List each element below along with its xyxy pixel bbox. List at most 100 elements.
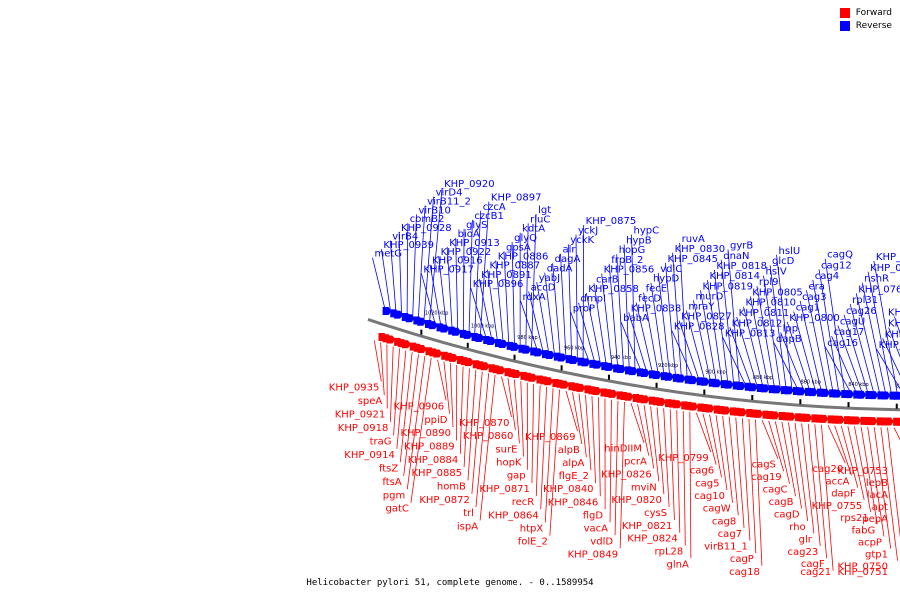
reverse-gene-glyph — [712, 379, 722, 388]
reverse-gene-label: fecD — [638, 294, 661, 305]
reverse-gene-glyph — [405, 314, 415, 323]
scale-tick — [560, 365, 563, 371]
reverse-gene-label: KHP_0805 — [752, 287, 803, 298]
reverse-gene-label-leader — [722, 337, 746, 385]
reverse-gene-glyph — [772, 385, 782, 394]
legend-forward: Forward — [839, 8, 892, 18]
reverse-gene-label-leader — [888, 327, 900, 358]
scale-tick — [466, 342, 469, 348]
forward-gene-label: pepA — [862, 514, 888, 525]
forward-gene-label-leader — [403, 354, 419, 476]
reverse-gene-label-leader — [685, 310, 705, 380]
reverse-gene-glyph — [676, 374, 686, 383]
reverse-gene-label-leader — [511, 242, 515, 345]
reverse-gene-glyph — [833, 389, 843, 398]
forward-gene-label-leader — [781, 421, 796, 497]
forward-gene-glyph — [464, 358, 474, 367]
reverse-gene-glyph — [382, 306, 392, 315]
forward-gene-label: surE — [495, 444, 517, 455]
scale-tick — [703, 389, 706, 395]
forward-gene-label-leader — [410, 357, 432, 503]
reverse-gene-label: gyrB — [730, 241, 753, 252]
reverse-gene-glyph — [440, 324, 450, 333]
reverse-gene-label: KHP_0812 — [732, 318, 783, 329]
forward-gene-label-leader — [650, 406, 660, 482]
forward-gene-label: apt — [872, 502, 888, 513]
reverse-gene-glyph — [487, 337, 497, 346]
forward-gene-label: ispA — [457, 521, 478, 532]
forward-gene-label: virB11_1 — [704, 542, 748, 553]
reverse-gene-label: cag26 — [846, 306, 877, 317]
forward-gene-label-leader — [578, 393, 587, 458]
forward-gene-glyph — [512, 370, 522, 379]
reverse-gene-label: KHP_0922 — [441, 247, 492, 258]
forward-gene-glyph — [592, 386, 602, 395]
reverse-gene-label-leader — [389, 240, 397, 312]
scale-tick — [895, 403, 898, 409]
scale-tick-label: 840 kbp — [848, 382, 868, 388]
forward-gene-label: ppiD — [424, 415, 447, 426]
scale-tick-label: 820 kbp — [896, 384, 900, 390]
reverse-gene-label-leader — [650, 282, 665, 374]
reverse-gene-label-leader — [849, 304, 875, 394]
reverse-gene-label: czcA — [483, 202, 506, 213]
reverse-gene-label: KHP_0916 — [432, 256, 483, 267]
forward-gene-label-leader — [520, 381, 524, 457]
reverse-gene-label-leader — [769, 265, 787, 389]
reverse-gene-glyph — [534, 348, 544, 357]
forward-gene-label-leader — [880, 427, 898, 561]
forward-gene-glyph — [528, 373, 538, 382]
forward-gene-label-leader — [761, 420, 779, 459]
reverse-gene-glyph — [857, 390, 867, 399]
forward-gene-label-leader — [540, 386, 548, 510]
reverse-gene-label-leader — [601, 273, 613, 366]
reverse-gene-glyph — [475, 334, 485, 343]
reverse-gene-label-leader — [567, 244, 573, 358]
reverse-gene-label-leader — [616, 254, 624, 368]
reverse-gene-glyph — [498, 339, 508, 348]
scale-tick — [751, 395, 754, 401]
forward-gene-label: KHP_0890 — [400, 428, 451, 439]
reverse-gene-label: proP — [573, 303, 595, 314]
reverse-gene-label-leader — [793, 311, 816, 391]
legend-forward-label: Forward — [855, 8, 892, 18]
reverse-gene-label-leader — [474, 210, 482, 335]
forward-gene-label-leader — [887, 427, 900, 538]
forward-gene-label: KHP_0840 — [543, 484, 594, 495]
reverse-gene-label-leader — [643, 292, 659, 374]
reverse-gene-glyph — [688, 376, 698, 385]
forward-gene-label-leader — [565, 390, 578, 432]
reverse-gene-label: hypB — [626, 235, 652, 246]
reverse-gene-label-leader — [837, 325, 863, 393]
reverse-gene-label-leader — [520, 300, 538, 351]
forward-gene-label: glnA — [667, 559, 689, 570]
reverse-gene-label-leader — [528, 291, 544, 352]
reverse-gene-label: glyS — [466, 220, 487, 231]
forward-gene-label-leader — [471, 371, 483, 494]
forward-gene-label-leader — [801, 423, 815, 534]
reverse-gene-label: accD — [531, 282, 556, 293]
scale-tick-label: 940 kbp — [611, 355, 631, 361]
reverse-gene-label-leader — [446, 246, 453, 329]
reverse-gene-label-leader — [727, 249, 740, 384]
reverse-gene-label-leader — [799, 300, 822, 391]
caption: Helicobacter pylori 51, complete genome.… — [306, 578, 594, 588]
forward-gene-label: KHP_0918 — [338, 423, 389, 434]
reverse-gene-label-leader — [773, 342, 799, 390]
forward-gene-label: cagB — [769, 497, 794, 508]
forward-gene-label-leader — [741, 418, 751, 541]
reverse-gene-label: KHP_0764 — [876, 252, 900, 263]
reverse-gene-glyph — [428, 321, 438, 330]
reverse-gene-label: KHP_0814 — [709, 271, 760, 282]
forward-gene-label: KHP_0751 — [837, 567, 888, 578]
reverse-gene-glyph — [724, 380, 734, 389]
forward-gene-label: traG — [370, 436, 392, 447]
reverse-gene-label: KHP_0904 — [888, 318, 900, 329]
reverse-gene-label: KHP_0754 — [879, 340, 900, 351]
forward-gene-label-leader — [728, 416, 739, 516]
reverse-gene-glyph — [463, 330, 473, 339]
forward-gene-label-leader — [847, 426, 865, 500]
reverse-gene-label: cag1 — [796, 303, 820, 314]
forward-gene-label: mviN — [631, 482, 657, 493]
